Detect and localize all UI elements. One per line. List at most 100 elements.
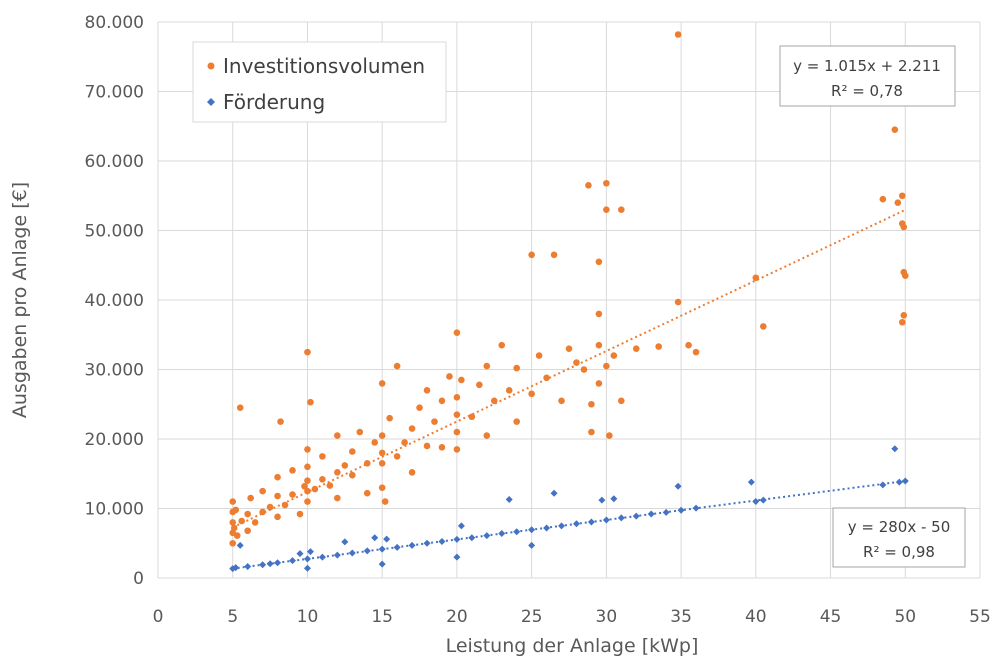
data-point-series-1 (371, 534, 379, 542)
data-point-series-0 (393, 362, 401, 370)
data-point-series-1 (572, 520, 580, 528)
data-point-series-0 (229, 539, 237, 547)
data-point-series-0 (423, 442, 431, 450)
data-point-series-0 (898, 192, 906, 200)
data-point-series-0 (618, 206, 625, 213)
data-point-series-1 (647, 510, 655, 518)
data-point-series-0 (513, 364, 520, 372)
data-point-series-1 (498, 530, 506, 538)
x-tick-label: 50 (894, 607, 916, 627)
trend-equation-foerderung: y = 280x - 50 R² = 0,98 (832, 507, 966, 568)
data-point-series-1 (598, 496, 606, 504)
data-point-series-0 (334, 469, 341, 476)
y-tick-label: 70.000 (85, 83, 144, 103)
data-point-series-0 (378, 380, 386, 387)
data-point-series-0 (468, 413, 476, 421)
data-point-series-0 (304, 487, 311, 495)
data-point-series-1 (333, 551, 341, 559)
data-point-series-1 (677, 506, 685, 514)
trendline-0 (232, 209, 906, 529)
data-point-series-1 (891, 445, 899, 453)
x-tick-label: 30 (596, 607, 618, 627)
data-point-series-0 (528, 251, 535, 259)
data-point-series-1 (378, 560, 386, 568)
data-point-series-1 (587, 518, 595, 526)
y-tick-label: 60.000 (85, 152, 144, 172)
data-point-series-0 (266, 503, 274, 511)
data-point-series-1 (289, 557, 297, 565)
data-point-series-0 (901, 272, 909, 279)
x-tick-label: 0 (153, 607, 164, 627)
data-point-series-1 (348, 549, 356, 557)
data-point-series-0 (408, 425, 416, 432)
data-point-series-0 (381, 498, 389, 505)
y-tick-label: 0 (133, 569, 144, 589)
legend-box (192, 41, 447, 123)
data-point-series-0 (274, 473, 281, 481)
trendline-1 (232, 480, 906, 570)
data-point-series-1 (363, 547, 371, 555)
data-point-series-0 (348, 448, 356, 455)
data-point-series-0 (580, 366, 588, 373)
data-point-series-0 (401, 439, 408, 446)
x-tick-label: 20 (446, 607, 468, 627)
data-point-series-0 (326, 482, 334, 489)
legend-marker-investitionsvolumen (207, 62, 215, 70)
data-point-series-1 (692, 504, 700, 512)
data-point-series-1 (453, 535, 461, 543)
data-point-series-1 (505, 495, 513, 503)
points-layer (229, 31, 909, 573)
data-point-series-0 (446, 373, 453, 380)
data-point-series-0 (588, 400, 595, 408)
data-point-series-1 (617, 514, 625, 522)
data-point-series-1 (236, 541, 244, 549)
data-point-series-0 (685, 341, 692, 349)
data-point-series-0 (894, 199, 902, 206)
data-point-series-0 (259, 487, 266, 495)
data-point-series-0 (304, 477, 311, 485)
data-point-series-1 (513, 528, 521, 536)
data-point-series-0 (281, 501, 289, 509)
data-point-series-1 (610, 495, 618, 503)
data-point-series-0 (453, 329, 461, 336)
data-point-series-0 (319, 476, 326, 483)
data-point-series-0 (603, 179, 610, 187)
trendline-layer (232, 209, 906, 570)
x-tick-label: 5 (227, 607, 238, 627)
data-point-series-0 (319, 453, 326, 460)
equation-investitionsvolumen: y = 1.015x + 2.211 (793, 57, 941, 75)
data-point-series-1 (296, 550, 304, 558)
data-point-series-1 (602, 516, 610, 524)
y-axis-label: Ausgaben pro Anlage [€] (9, 182, 31, 418)
legend-label-foerderung: Förderung (223, 90, 325, 114)
data-point-series-1 (423, 539, 431, 547)
data-point-series-0 (229, 519, 237, 526)
data-point-series-0 (610, 352, 618, 359)
data-point-series-0 (289, 466, 296, 474)
data-point-series-0 (759, 323, 767, 330)
data-point-series-0 (378, 449, 386, 457)
data-point-series-1 (550, 489, 558, 497)
y-tick-label: 10.000 (85, 500, 144, 520)
data-point-series-1 (895, 478, 903, 486)
data-point-series-1 (244, 563, 252, 571)
data-point-series-1 (438, 538, 446, 546)
legend: Investitionsvolumen Förderung (192, 41, 447, 123)
y-tick-label: 40.000 (85, 291, 144, 311)
data-point-series-0 (307, 398, 314, 406)
equation-box-foerderung (832, 507, 966, 568)
data-point-series-1 (303, 555, 311, 563)
data-point-series-0 (301, 482, 308, 490)
data-point-series-0 (900, 311, 908, 319)
data-point-series-1 (674, 482, 682, 490)
data-point-series-0 (289, 491, 296, 498)
data-point-series-0 (244, 527, 251, 535)
data-point-series-0 (334, 494, 341, 502)
data-point-series-1 (483, 532, 491, 540)
data-point-series-0 (363, 460, 371, 467)
x-tick-label: 45 (820, 607, 842, 627)
data-point-series-1 (752, 498, 760, 506)
data-point-series-0 (277, 418, 284, 425)
x-axis-label: Leistung der Anlage [kWp] (446, 635, 699, 657)
